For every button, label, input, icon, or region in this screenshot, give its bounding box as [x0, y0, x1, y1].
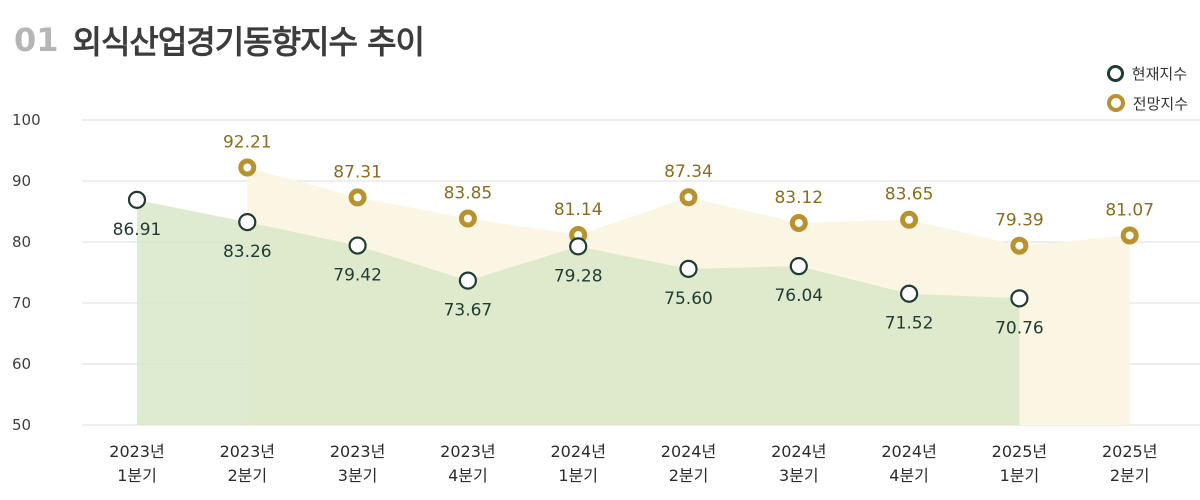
forecast-point-3	[458, 209, 477, 228]
x-tick-quarter: 4분기	[889, 466, 929, 485]
current-point-0	[127, 190, 147, 209]
current-point-7	[899, 284, 919, 303]
title-number: 01	[14, 21, 59, 59]
x-tick-label-4: 2024년 1분기	[550, 442, 605, 485]
current-point-5	[679, 259, 698, 278]
forecast-label-4: 81.14	[554, 200, 603, 220]
current-point-3	[458, 271, 477, 290]
x-tick-year: 2023년	[220, 442, 275, 461]
y-tick-label-90: 90	[12, 172, 31, 190]
x-tick-label-1: 2023년 2분기	[220, 442, 275, 485]
forecast-label-5: 87.34	[664, 162, 713, 182]
x-tick-label-0: 2023년 1분기	[109, 442, 164, 485]
forecast-point-6	[789, 213, 808, 232]
x-tick-label-7: 2024년 4분기	[881, 442, 936, 485]
x-tick-year: 2023년	[109, 442, 164, 461]
current-label-5: 75.60	[664, 289, 713, 309]
forecast-point-5	[679, 188, 698, 207]
legend-marker-forecast-icon	[1106, 94, 1125, 112]
current-point-4	[569, 237, 588, 256]
current-label-8: 70.76	[995, 318, 1044, 338]
forecast-label-1: 92.21	[223, 133, 272, 153]
forecast-label-2: 87.31	[333, 162, 382, 182]
legend-label-current: 현재지수	[1131, 64, 1187, 83]
forecast-point-8	[1010, 236, 1029, 255]
x-tick-label-5: 2024년 2분기	[661, 442, 716, 485]
x-tick-label-6: 2024년 3분기	[771, 442, 826, 485]
forecast-label-7: 83.65	[885, 185, 934, 205]
y-tick-label-60: 60	[12, 355, 31, 373]
y-tick-label-80: 80	[12, 233, 31, 251]
current-point-1	[238, 213, 257, 232]
current-point-8	[1010, 289, 1029, 308]
x-tick-quarter: 1분기	[558, 466, 598, 485]
forecast-point-1	[238, 158, 257, 177]
forecast-label-9: 81.07	[1105, 200, 1154, 220]
x-tick-year: 2025년	[1102, 442, 1157, 461]
x-tick-year: 2024년	[881, 442, 936, 461]
forecast-point-7	[900, 210, 919, 229]
chart-title: 01 외식산업경기동향지수 추이	[14, 18, 425, 62]
x-tick-year: 2023년	[330, 442, 385, 461]
x-tick-quarter: 2분기	[1110, 466, 1150, 485]
forecast-point-2	[348, 188, 367, 207]
x-tick-label-9: 2025년 2분기	[1102, 442, 1157, 485]
forecast-label-6: 83.12	[774, 188, 823, 208]
point-layer	[127, 158, 1139, 308]
current-label-1: 83.26	[223, 242, 272, 262]
y-tick-label-100: 100	[12, 111, 41, 129]
current-label-7: 71.52	[885, 314, 934, 334]
label-layer: 92.21 87.31 83.85 81.14 87.34 83.12 83.65 79.39…	[113, 133, 1154, 339]
current-label-4: 79.28	[554, 266, 603, 286]
y-tick-label-70: 70	[12, 294, 31, 312]
y-tick-label-50: 50	[12, 416, 31, 434]
current-label-0: 86.91	[113, 220, 162, 240]
x-tick-quarter: 1분기	[117, 466, 157, 485]
x-tick-year: 2025년	[992, 442, 1047, 461]
legend-item-current: 현재지수	[1106, 58, 1188, 88]
current-area	[137, 199, 1020, 425]
current-label-2: 79.42	[333, 266, 382, 286]
x-tick-label-3: 2023년 4분기	[440, 442, 495, 485]
x-tick-year: 2023년	[440, 442, 495, 461]
x-tick-quarter: 3분기	[779, 466, 819, 485]
current-point-2	[348, 236, 367, 255]
x-tick-year: 2024년	[550, 442, 605, 461]
forecast-point-9	[1120, 226, 1139, 245]
legend-label-forecast: 전망지수	[1132, 94, 1188, 113]
x-tick-year: 2024년	[771, 442, 826, 461]
x-tick-label-2: 2023년 3분기	[330, 442, 385, 485]
x-tick-label-8: 2025년 1분기	[992, 442, 1047, 485]
forecast-label-3: 83.85	[444, 184, 493, 204]
x-tick-quarter: 3분기	[338, 466, 378, 485]
forecast-label-8: 79.39	[995, 211, 1044, 231]
title-text: 외식산업경기동향지수 추이	[72, 23, 425, 61]
x-tick-quarter: 4분기	[448, 466, 488, 485]
area-layer	[137, 167, 1130, 426]
x-tick-quarter: 1분기	[1000, 466, 1040, 485]
x-tick-quarter: 2분기	[227, 466, 267, 485]
legend: 현재지수 전망지수	[1106, 58, 1188, 118]
x-tick-quarter: 2분기	[669, 466, 709, 485]
legend-item-forecast: 전망지수	[1106, 88, 1188, 118]
legend-marker-current-icon	[1106, 64, 1124, 82]
x-tick-year: 2024년	[661, 442, 716, 461]
current-label-6: 76.04	[774, 286, 823, 306]
current-point-6	[789, 257, 808, 276]
current-label-3: 73.67	[444, 301, 493, 321]
